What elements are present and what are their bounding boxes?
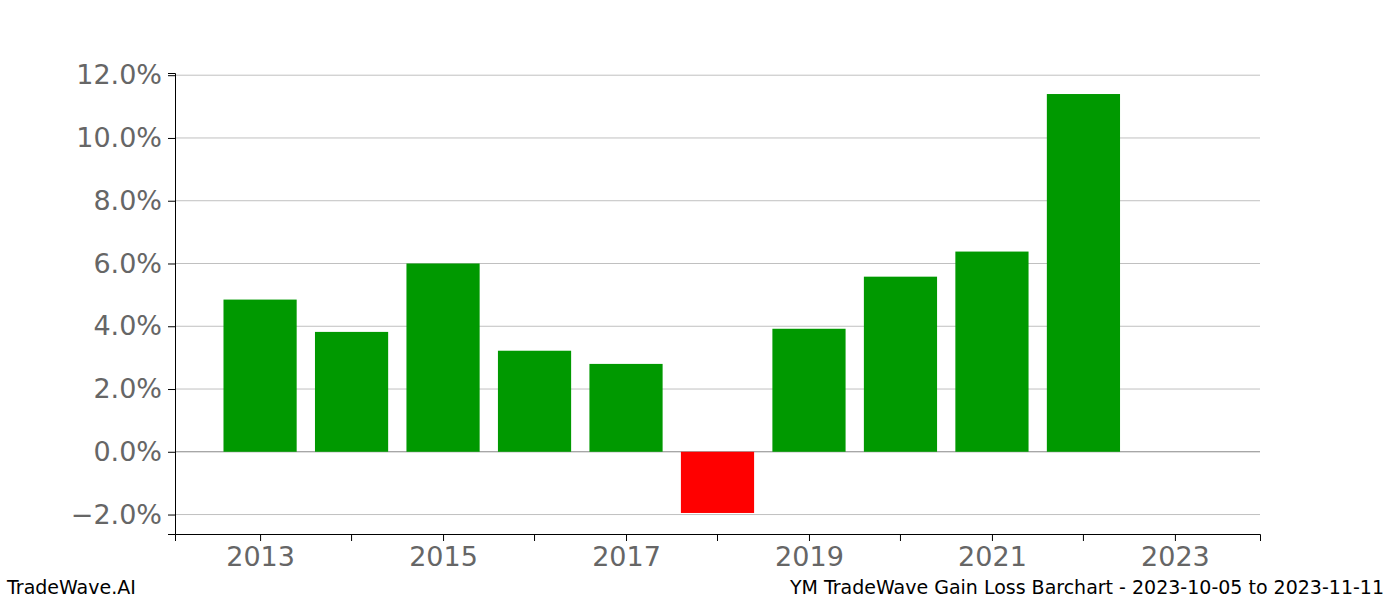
x-tick-label: 2015 — [409, 541, 478, 572]
bar — [498, 351, 571, 452]
bar — [406, 263, 479, 451]
x-tick-mark — [717, 534, 718, 541]
x-tick-label: 2023 — [1141, 541, 1210, 572]
x-tick: 2019 — [775, 534, 844, 572]
chart: −2.0%0.0%2.0%4.0%6.0%8.0%10.0%12.0%20132… — [0, 0, 1400, 600]
y-tick-label: 2.0% — [93, 373, 162, 404]
x-tick-mark — [534, 534, 535, 541]
x-axis-line — [176, 535, 1261, 542]
y-tick-label: 6.0% — [93, 248, 162, 279]
x-tick: 2013 — [226, 534, 295, 572]
x-tick-mark — [1083, 534, 1084, 541]
bar — [315, 332, 388, 452]
x-tick-mark — [809, 534, 810, 541]
x-tick-mark — [351, 534, 352, 541]
y-tick-mark — [168, 201, 175, 202]
bars — [223, 94, 1120, 513]
bar — [955, 252, 1028, 452]
y-tick-label: −2.0% — [71, 499, 162, 530]
x-tick-mark — [626, 534, 627, 541]
x-tick: 2023 — [1141, 534, 1210, 572]
y-axis-line — [168, 74, 176, 535]
x-tick: 2021 — [958, 534, 1027, 572]
y-tick-label: 10.0% — [76, 122, 162, 153]
y-tick: 2.0% — [93, 373, 175, 404]
x-tick-mark — [900, 534, 901, 541]
x-minor-ticks — [352, 534, 1084, 541]
y-tick-mark — [168, 326, 175, 327]
x-axis: 2013 2015 2017 2019 2021 2023 — [176, 534, 1261, 572]
y-tick: 12.0% — [76, 59, 175, 90]
bar — [681, 452, 754, 513]
bar — [1047, 94, 1120, 452]
y-tick-mark — [168, 263, 175, 264]
y-tick-label: 8.0% — [93, 185, 162, 216]
grid — [175, 75, 1260, 514]
y-tick-mark — [168, 75, 175, 76]
y-tick: 8.0% — [93, 185, 175, 216]
grid-line — [175, 514, 1260, 515]
y-tick: 4.0% — [93, 310, 175, 341]
x-tick: 2015 — [409, 534, 478, 572]
y-tick: 10.0% — [76, 122, 175, 153]
x-tick: 2017 — [592, 534, 661, 572]
x-tick-mark — [1175, 534, 1176, 541]
y-tick-mark — [168, 452, 175, 453]
bar — [589, 364, 662, 452]
bar — [772, 329, 845, 452]
bar — [223, 300, 296, 452]
y-tick: 6.0% — [93, 248, 175, 279]
x-tick-mark — [260, 534, 261, 541]
y-tick: −2.0% — [71, 499, 175, 530]
y-tick-mark — [168, 515, 175, 516]
x-tick-label: 2017 — [592, 541, 661, 572]
grid-line — [175, 75, 1260, 76]
watermark: TradeWave.AI — [6, 576, 136, 598]
y-tick-label: 0.0% — [93, 436, 162, 467]
y-axis: −2.0% 0.0% 2.0% 4.0% 6.0% 8.0% 10.0% 12.0% — [71, 59, 176, 534]
bar — [864, 277, 937, 452]
y-tick: 0.0% — [93, 436, 175, 467]
x-tick-label: 2019 — [775, 541, 844, 572]
y-tick-label: 4.0% — [93, 310, 162, 341]
x-tick-label: 2021 — [958, 541, 1027, 572]
y-tick-mark — [168, 389, 175, 390]
title: YM TradeWave Gain Loss Barchart - 2023-1… — [789, 576, 1384, 598]
x-tick-label: 2013 — [226, 541, 295, 572]
x-tick-mark — [443, 534, 444, 541]
y-tick-mark — [168, 138, 175, 139]
x-tick-mark — [992, 534, 993, 541]
y-tick-label: 12.0% — [76, 59, 162, 90]
